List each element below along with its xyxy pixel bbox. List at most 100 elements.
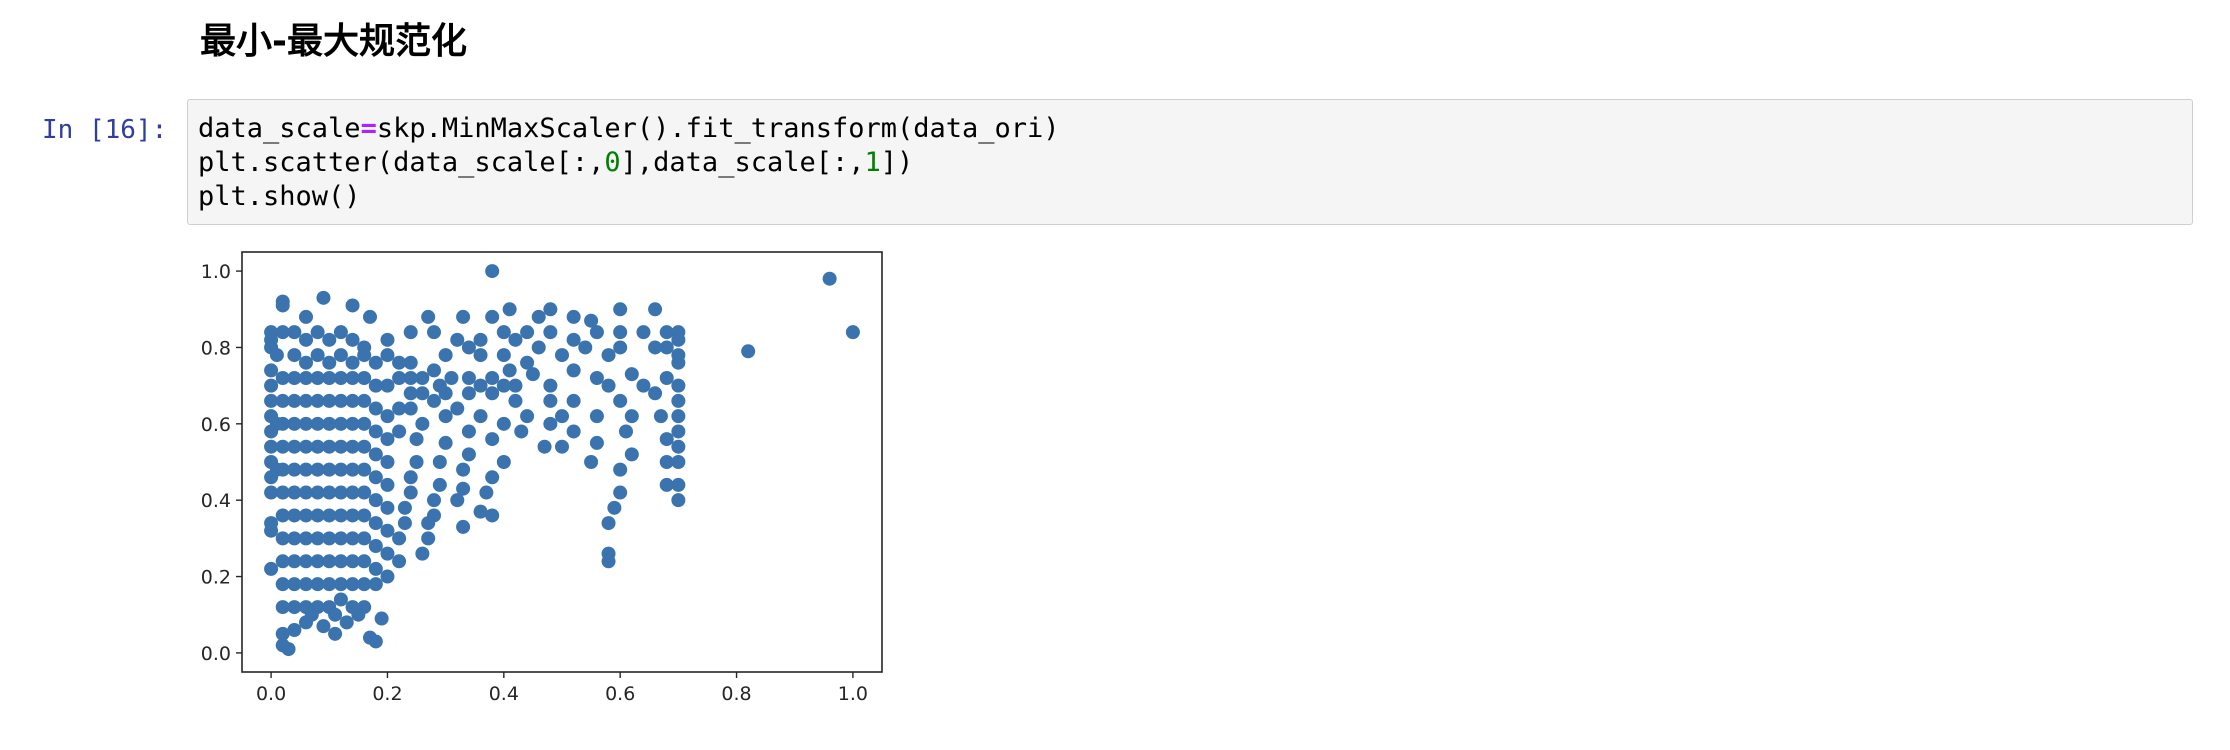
code-editor[interactable]: data_scale=skp.MinMaxScaler().fit_transf… bbox=[198, 112, 1060, 214]
data-point bbox=[345, 462, 360, 477]
data-point bbox=[485, 508, 500, 523]
data-point bbox=[450, 493, 465, 508]
data-point bbox=[328, 607, 343, 622]
data-point bbox=[310, 577, 325, 592]
scatter-plot: 0.0 0.2 0.4 0.6 0.8 1.0 0.0 0.2 0.4 0.6 0.8 1.0 bbox=[201, 251, 883, 705]
data-point bbox=[531, 340, 546, 355]
data-point bbox=[310, 485, 325, 500]
data-point bbox=[322, 462, 337, 477]
data-point bbox=[543, 302, 558, 317]
data-point bbox=[351, 607, 366, 622]
data-point bbox=[485, 470, 500, 485]
data-point bbox=[333, 577, 348, 592]
data-point bbox=[601, 348, 616, 363]
data-point bbox=[345, 439, 360, 454]
data-point bbox=[287, 416, 302, 431]
data-point bbox=[333, 531, 348, 546]
plot-frame bbox=[241, 251, 883, 673]
data-point bbox=[310, 393, 325, 408]
data-point bbox=[374, 611, 389, 626]
data-point bbox=[450, 332, 465, 347]
data-point bbox=[636, 325, 651, 340]
data-point bbox=[322, 508, 337, 523]
data-point bbox=[427, 493, 441, 508]
data-point bbox=[671, 409, 686, 424]
data-point bbox=[368, 561, 383, 576]
data-point bbox=[659, 432, 674, 447]
data-point bbox=[409, 432, 424, 447]
data-point bbox=[502, 363, 517, 378]
data-point bbox=[333, 416, 348, 431]
code-line: plt.scatter(data_scale[:,0],data_scale[:… bbox=[198, 147, 913, 178]
data-point bbox=[287, 554, 302, 569]
input-prompt: In [16]: bbox=[42, 115, 168, 145]
data-point bbox=[287, 439, 302, 454]
data-point bbox=[392, 554, 407, 569]
data-point bbox=[380, 378, 395, 393]
data-point bbox=[322, 393, 337, 408]
x-tick-label: 0.0 bbox=[256, 683, 286, 705]
data-point bbox=[368, 539, 383, 553]
data-point bbox=[380, 500, 395, 515]
data-point bbox=[432, 378, 447, 393]
data-point bbox=[322, 531, 337, 546]
data-point bbox=[287, 371, 302, 385]
data-point bbox=[473, 504, 488, 519]
data-point bbox=[403, 355, 418, 370]
y-tick-label: 0.8 bbox=[201, 337, 231, 359]
data-point bbox=[450, 401, 465, 416]
data-point bbox=[822, 271, 837, 286]
data-point bbox=[485, 371, 500, 385]
data-point bbox=[613, 302, 628, 317]
data-point bbox=[310, 371, 325, 385]
data-point bbox=[322, 439, 337, 454]
data-point bbox=[310, 325, 325, 340]
data-point bbox=[508, 332, 523, 347]
data-point bbox=[613, 393, 628, 408]
data-point bbox=[322, 332, 337, 347]
data-point bbox=[275, 325, 290, 340]
data-point bbox=[287, 348, 302, 363]
data-point bbox=[485, 432, 500, 447]
data-point bbox=[310, 439, 325, 454]
data-point bbox=[275, 554, 290, 569]
data-point bbox=[537, 439, 552, 454]
code-cell-input[interactable]: data_scale=skp.MinMaxScaler().fit_transf… bbox=[187, 99, 2193, 225]
data-point bbox=[333, 508, 348, 523]
data-point bbox=[368, 634, 383, 649]
code-token: = bbox=[360, 113, 377, 144]
code-token: 0 bbox=[604, 147, 621, 178]
data-point bbox=[619, 424, 633, 439]
data-point bbox=[287, 508, 302, 523]
data-point bbox=[357, 462, 372, 477]
data-point bbox=[304, 607, 319, 622]
data-point bbox=[345, 298, 360, 313]
data-point bbox=[496, 416, 511, 431]
data-point bbox=[461, 340, 476, 355]
x-tick-label: 0.2 bbox=[372, 683, 402, 705]
x-tick-label: 1.0 bbox=[838, 683, 868, 705]
data-point bbox=[613, 462, 628, 477]
data-point bbox=[845, 325, 860, 340]
data-point bbox=[299, 508, 313, 523]
data-point bbox=[333, 592, 348, 607]
data-point bbox=[392, 531, 407, 546]
data-point bbox=[502, 302, 517, 317]
data-point bbox=[514, 424, 529, 439]
data-point bbox=[601, 516, 616, 531]
data-point bbox=[345, 508, 360, 523]
data-point bbox=[479, 485, 494, 500]
data-point bbox=[566, 309, 581, 324]
data-point bbox=[671, 393, 686, 408]
code-line: data_scale=skp.MinMaxScaler().fit_transf… bbox=[198, 113, 1060, 144]
data-point bbox=[520, 325, 535, 340]
data-point bbox=[287, 325, 302, 340]
y-tick-label: 0.2 bbox=[201, 567, 231, 589]
data-point bbox=[328, 626, 343, 641]
data-point bbox=[333, 348, 348, 363]
data-point bbox=[485, 264, 500, 279]
data-point bbox=[287, 600, 302, 615]
data-point bbox=[485, 386, 500, 401]
data-point bbox=[456, 462, 471, 477]
